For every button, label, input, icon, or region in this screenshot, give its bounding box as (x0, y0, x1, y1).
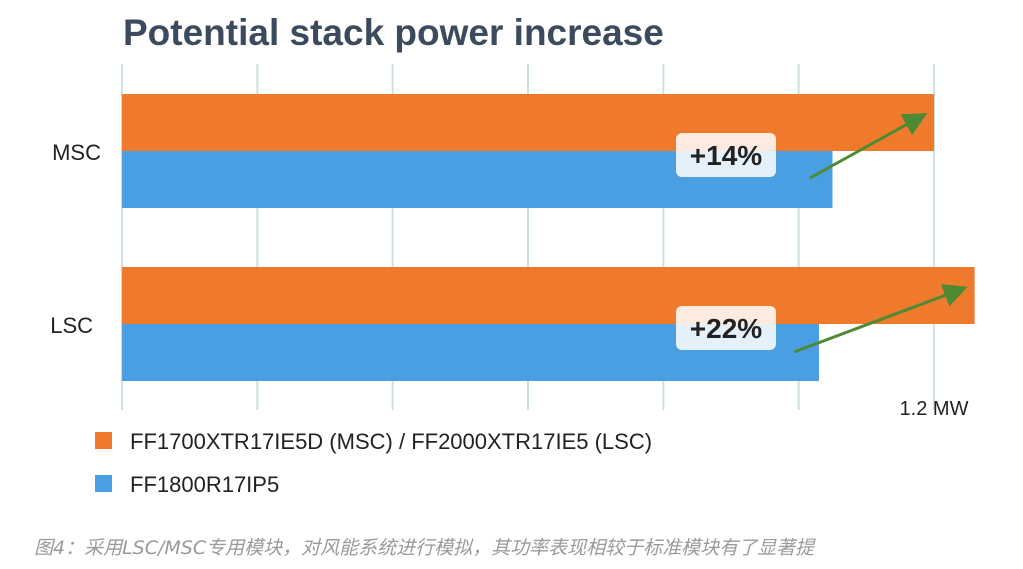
bar-lsc-orange (122, 267, 975, 324)
pct-label-msc-bg (676, 133, 776, 177)
growth-arrow-lsc (793, 284, 968, 354)
bar-msc-orange (122, 94, 934, 151)
legend-swatch-blue (95, 475, 112, 492)
growth-arrows (793, 113, 968, 354)
bars (122, 94, 975, 381)
legend-label-orange: FF1700XTR17IE5D (MSC) / FF2000XTR17IE5 (… (130, 429, 652, 454)
legend-label-blue: FF1800R17IP5 (130, 472, 279, 497)
category-label-lsc: LSC (50, 313, 93, 338)
chart-title: Potential stack power increase (123, 12, 664, 53)
figure-caption: 图4：采用LSC/MSC专用模块，对风能系统进行模拟，其功率表现相较于标准模块有… (34, 537, 815, 559)
pct-label-lsc-bg (676, 306, 776, 350)
chart: Potential stack power increase MSC LSC +… (50, 12, 975, 497)
growth-arrow-msc (809, 113, 928, 180)
category-label-msc: MSC (52, 140, 101, 165)
pct-label-lsc: +22% (690, 313, 762, 344)
legend-swatch-orange (95, 432, 112, 449)
x-tick-label: 1.2 MW (900, 398, 969, 420)
pct-label-msc: +14% (690, 140, 762, 171)
